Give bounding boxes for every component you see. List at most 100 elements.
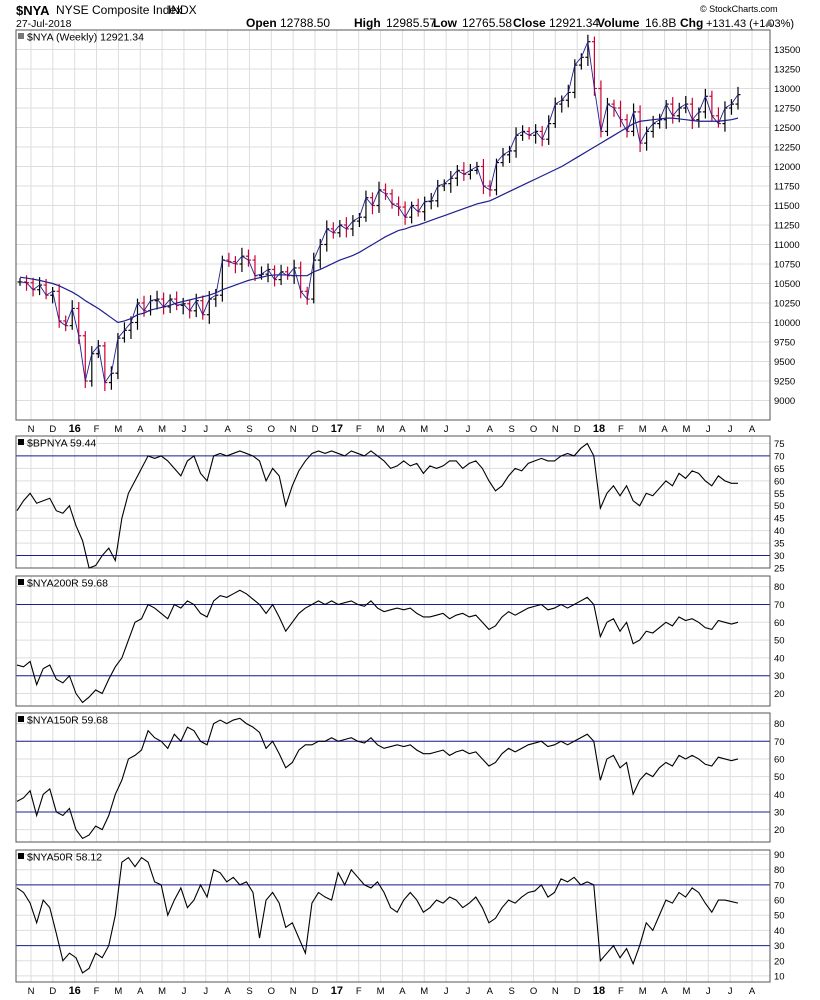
x-tick-label: 16 — [69, 985, 81, 997]
indicator-line — [16, 589, 739, 704]
x-tick-label: O — [530, 986, 537, 997]
x-tick-label: A — [487, 424, 494, 435]
close-value: 12921.34 — [549, 16, 599, 30]
y-tick-label: 11250 — [774, 221, 800, 232]
y-tick-label: 50 — [774, 772, 785, 783]
chg-label: Chg — [680, 16, 703, 30]
panel-frame — [15, 575, 771, 707]
x-tick-label: M — [158, 986, 166, 997]
y-tick-label: 12250 — [774, 143, 800, 154]
x-tick-label: M — [158, 424, 166, 435]
price-bar — [448, 171, 454, 193]
y-tick-label: 55 — [774, 489, 785, 500]
y-tick-label: 45 — [774, 514, 785, 525]
low-value: 12765.58 — [462, 16, 512, 30]
price-bar — [435, 179, 441, 208]
x-tick-label: F — [94, 986, 100, 997]
price-bar — [702, 88, 708, 119]
y-tick-label: 9500 — [774, 357, 795, 368]
x-tick-label: A — [399, 986, 406, 997]
x-tick-label: M — [682, 424, 690, 435]
x-tick-label: S — [508, 424, 514, 435]
x-tick-label: A — [487, 986, 494, 997]
x-tick-label: M — [114, 424, 122, 435]
panel-frame — [15, 29, 771, 421]
price-bar — [480, 158, 486, 195]
x-tick-label: N — [28, 424, 35, 435]
x-tick-label: S — [246, 986, 252, 997]
x-tick-label: J — [203, 986, 208, 997]
price-bar — [148, 295, 154, 316]
high-value: 12985.57 — [386, 16, 436, 30]
price-bar — [337, 220, 343, 238]
x-tick-label: F — [94, 424, 100, 435]
price-bar — [402, 201, 408, 225]
legend-swatch — [18, 853, 24, 859]
x-tick-label: N — [290, 424, 297, 435]
y-tick-label: 50 — [774, 911, 785, 922]
legend-swatch — [18, 33, 24, 39]
y-tick-label: 30 — [774, 807, 785, 818]
price-bar — [167, 294, 173, 314]
legend-swatch — [18, 579, 24, 585]
price-bar — [363, 190, 369, 222]
y-tick-label: 50 — [774, 501, 785, 512]
x-tick-label: F — [356, 986, 362, 997]
panel-5: 10 20 30 40 50 60 70 80 90 $NYA50R 58.12 — [15, 849, 785, 983]
indicator-line — [16, 856, 739, 974]
chg-value: +131.43 (+1.03%) — [706, 18, 794, 30]
y-tick-label: 35 — [774, 539, 785, 550]
price-bar — [409, 201, 415, 224]
x-tick-label: D — [49, 986, 56, 997]
price-bar — [735, 86, 741, 110]
price-bar — [174, 291, 180, 311]
low-label: Low — [433, 16, 458, 30]
legend-label: $NYA (Weekly) 12921.34 — [27, 32, 144, 44]
y-tick-label: 70 — [774, 880, 785, 891]
y-tick-label: 60 — [774, 896, 785, 907]
x-tick-label: N — [552, 424, 559, 435]
chart-date: 27-Jul-2018 — [16, 18, 72, 30]
y-tick-label: 80 — [774, 582, 785, 593]
x-tick-label: D — [49, 424, 56, 435]
x-tick-label: 17 — [331, 423, 343, 435]
price-bar — [585, 34, 591, 66]
price-bar — [226, 252, 232, 267]
x-tick-label: M — [420, 986, 428, 997]
price-bar — [552, 97, 558, 128]
y-tick-label: 10 — [774, 971, 785, 982]
y-tick-label: 30 — [774, 941, 785, 952]
price-bar — [422, 196, 428, 221]
y-tick-label: 30 — [774, 551, 785, 562]
x-tick-label: 17 — [331, 985, 343, 997]
x-tick-label: J — [182, 986, 187, 997]
y-tick-label: 12000 — [774, 162, 800, 173]
y-tick-label: 60 — [774, 618, 785, 629]
y-tick-label: 12750 — [774, 104, 800, 115]
x-tick-label: J — [466, 986, 471, 997]
y-tick-label: 25 — [774, 564, 785, 575]
x-tick-label: A — [749, 424, 756, 435]
high-label: High — [354, 16, 381, 30]
y-tick-label: 20 — [774, 956, 785, 967]
x-tick-label: S — [246, 424, 252, 435]
moving-average-line — [19, 117, 739, 324]
legend-label: $NYA150R 59.68 — [27, 715, 108, 727]
y-tick-label: 13000 — [774, 84, 800, 95]
close-label: Close — [513, 16, 546, 30]
x-tick-label: J — [182, 424, 187, 435]
x-tick-label: J — [203, 424, 208, 435]
price-bar — [715, 107, 721, 128]
x-tick-label: A — [137, 986, 144, 997]
x-tick-label: M — [377, 986, 385, 997]
price-bar — [709, 90, 715, 122]
x-tick-label: A — [224, 424, 231, 435]
panel-4: 20 30 40 50 60 70 80 $NYA150R 59.68 — [15, 712, 785, 843]
y-tick-label: 10000 — [774, 318, 800, 329]
panel-legend: $NYA200R 59.68 — [18, 578, 108, 590]
price-close-line — [19, 40, 739, 384]
price-bar — [513, 127, 519, 158]
y-tick-label: 40 — [774, 526, 785, 537]
y-tick-label: 40 — [774, 926, 785, 937]
